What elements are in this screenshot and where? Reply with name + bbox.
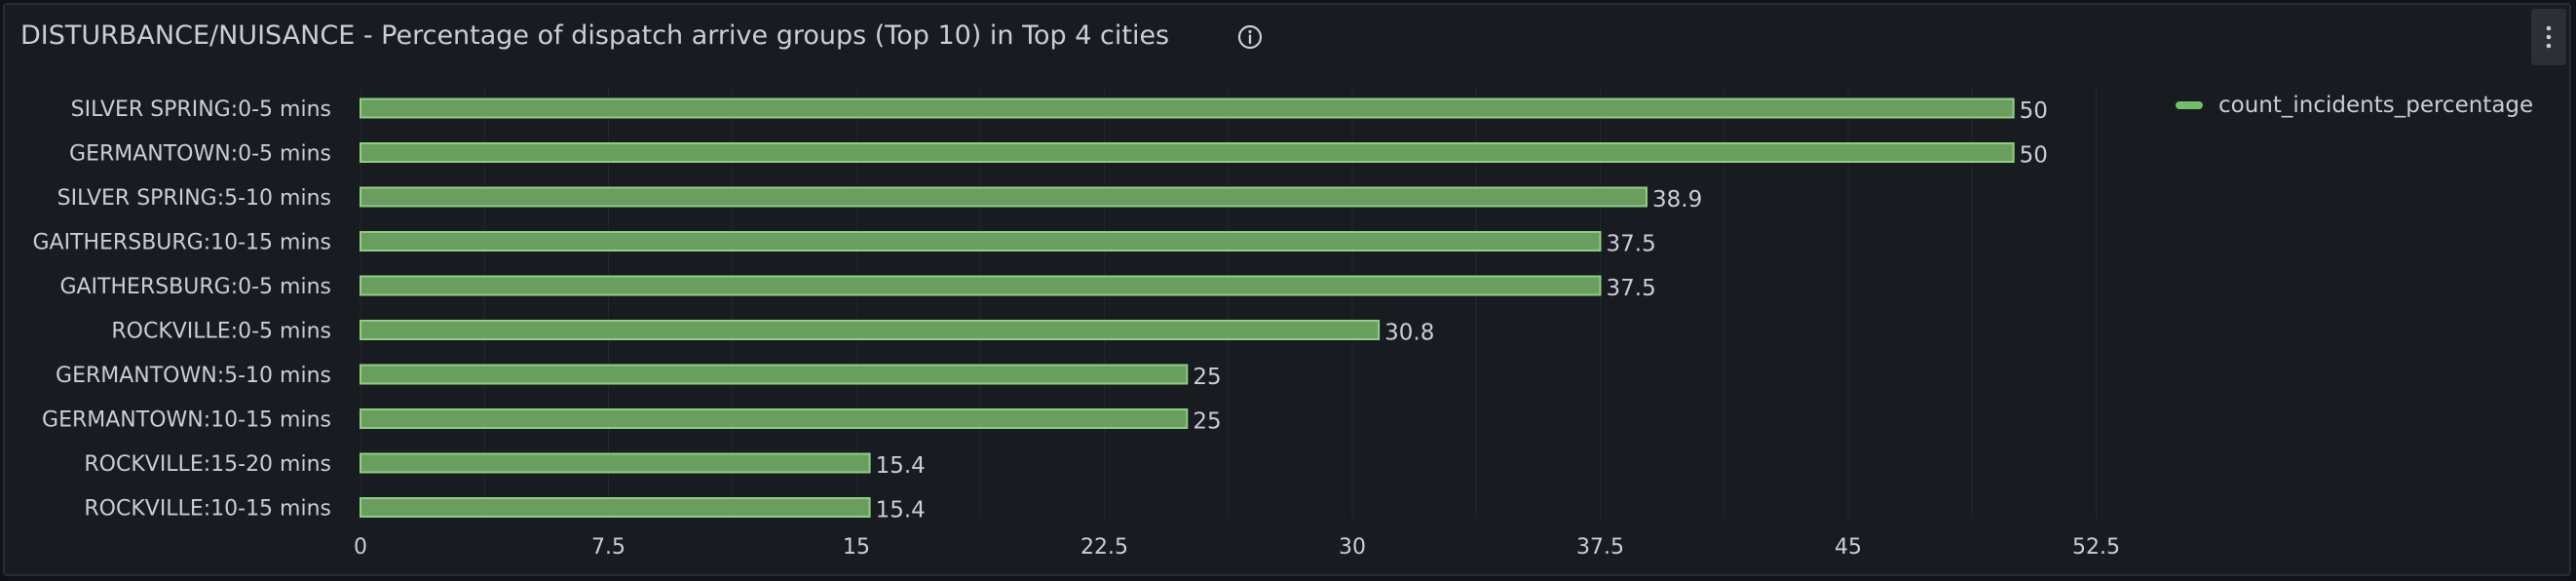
bar xyxy=(360,452,871,474)
x-tick-label: 7.5 xyxy=(591,535,625,560)
value-label: 25 xyxy=(1193,409,1221,435)
chart-legend[interactable]: count_incidents_percentage xyxy=(2176,89,2533,122)
bar xyxy=(360,320,1381,340)
value-label: 50 xyxy=(2020,98,2048,124)
value-label: 37.5 xyxy=(1607,232,1656,257)
value-label: 50 xyxy=(2020,143,2048,169)
x-tick-label: 30 xyxy=(1339,535,1366,560)
x-tick-label: 0 xyxy=(354,535,367,560)
panel-header: DISTURBANCE/NUISANCE - Percentage of dis… xyxy=(5,5,2569,67)
bar xyxy=(360,97,2015,119)
category-label: GAITHERSBURG:0-5 mins xyxy=(59,275,331,299)
category-label: GERMANTOWN:10-15 mins xyxy=(42,408,331,433)
x-tick-label: 15 xyxy=(843,535,870,560)
value-label: 25 xyxy=(1193,365,1221,390)
value-label: 30.8 xyxy=(1384,321,1434,346)
kebab-menu-icon xyxy=(2546,25,2552,49)
bar xyxy=(360,275,1602,296)
category-label: GAITHERSBURG:10-15 mins xyxy=(32,231,331,255)
x-tick-label: 22.5 xyxy=(1080,535,1128,560)
x-tick-label: 37.5 xyxy=(1576,535,1624,560)
x-tick-label: 45 xyxy=(1835,535,1862,560)
category-label: GERMANTOWN:5-10 mins xyxy=(56,364,331,388)
value-label: 38.9 xyxy=(1652,187,1702,213)
bar xyxy=(360,497,871,518)
bar xyxy=(360,142,2015,163)
info-circle-icon[interactable] xyxy=(1236,23,1264,51)
bar xyxy=(360,186,1648,208)
panel-menu-button[interactable] xyxy=(2531,9,2566,65)
legend-label: count_incidents_percentage xyxy=(2218,93,2534,118)
value-label: 15.4 xyxy=(876,498,926,523)
category-label: GERMANTOWN:0-5 mins xyxy=(69,142,331,167)
category-label: ROCKVILLE:0-5 mins xyxy=(111,320,331,344)
bar xyxy=(360,364,1189,385)
bar xyxy=(360,408,1189,429)
panel-title: DISTURBANCE/NUISANCE - Percentage of dis… xyxy=(20,20,1170,51)
value-label: 15.4 xyxy=(876,453,926,479)
bar xyxy=(360,231,1602,252)
x-tick-label: 52.5 xyxy=(2072,535,2120,560)
legend-swatch xyxy=(2176,101,2203,109)
category-label: SILVER SPRING:5-10 mins xyxy=(57,186,331,211)
value-label: 37.5 xyxy=(1607,276,1656,301)
category-label: SILVER SPRING:0-5 mins xyxy=(71,97,331,122)
category-label: ROCKVILLE:15-20 mins xyxy=(84,452,331,477)
category-label: ROCKVILLE:10-15 mins xyxy=(84,497,331,522)
